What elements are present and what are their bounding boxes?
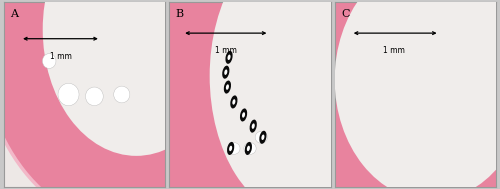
Ellipse shape [228,55,230,60]
Ellipse shape [232,99,235,105]
Text: 1 mm: 1 mm [215,46,236,55]
Ellipse shape [228,143,240,154]
Ellipse shape [240,108,247,122]
Ellipse shape [242,112,245,118]
Ellipse shape [42,54,56,68]
Ellipse shape [86,87,103,106]
Text: B: B [176,9,184,19]
Text: 1 mm: 1 mm [50,52,72,61]
Ellipse shape [245,142,252,155]
Text: A: A [10,9,18,19]
Ellipse shape [267,0,500,189]
Ellipse shape [227,142,234,155]
Ellipse shape [224,81,231,94]
Ellipse shape [210,0,387,189]
Ellipse shape [230,95,237,108]
Ellipse shape [86,0,447,189]
Ellipse shape [255,131,268,143]
Ellipse shape [250,120,257,133]
Ellipse shape [334,0,500,189]
Ellipse shape [226,84,229,90]
Ellipse shape [270,0,500,189]
Ellipse shape [262,135,264,140]
Ellipse shape [260,131,266,144]
Ellipse shape [0,0,278,189]
Text: C: C [341,9,349,19]
Ellipse shape [226,51,232,64]
Ellipse shape [247,146,250,151]
Ellipse shape [244,143,256,154]
Ellipse shape [224,69,228,75]
Text: 1 mm: 1 mm [384,46,406,55]
Ellipse shape [42,0,230,156]
Ellipse shape [114,86,130,103]
Ellipse shape [88,0,444,189]
Ellipse shape [252,123,255,129]
Ellipse shape [58,83,79,106]
Ellipse shape [0,0,282,189]
Ellipse shape [229,146,232,151]
Ellipse shape [222,66,230,79]
